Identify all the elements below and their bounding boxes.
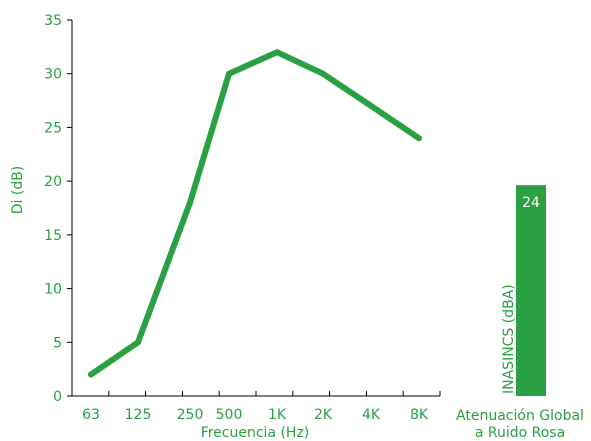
x-tick-label: 2K [314,407,333,423]
x-ticks: 63 125 250 500 1K 2K 4K 8K [82,391,441,423]
y-tick-label: 10 [44,282,62,298]
data-point [368,102,374,109]
y-axis-title: Di (dB) [10,166,26,215]
data-point [320,70,326,77]
x-axis-title: Frecuencia (Hz) [201,425,310,441]
data-point [187,199,193,206]
data-point [416,135,422,142]
y-tick-label: 25 [44,120,62,136]
y-tick-label: 5 [53,335,62,351]
data-point [226,70,232,77]
x-axis: 63 125 250 500 1K 2K 4K 8K Frecuencia (Hz) [72,391,441,441]
bar-category-label-line-2: a Ruido Rosa [475,425,565,441]
y-tick-label: 0 [53,389,62,405]
x-tick-label: 8K [410,407,429,423]
global-attenuation-bar [516,185,546,396]
data-point [88,371,94,378]
bar-series: 24 [516,185,546,396]
bar-series-label: INASINCS (dBA) [501,284,517,394]
data-point [274,49,280,56]
series-line [88,49,422,378]
x-tick-label: 63 [82,407,100,423]
y-ticks: 0 5 10 15 20 25 30 35 [44,13,72,405]
x-tick-label: 4K [362,407,381,423]
y-tick-label: 35 [44,13,62,29]
x-tick-label: 250 [177,407,204,423]
y-tick-label: 15 [44,228,62,244]
y-tick-label: 30 [44,67,62,83]
x-tick-label: 1K [268,407,287,423]
x-tick-label: 125 [125,407,152,423]
line-series [88,49,422,378]
x-tick-label: 500 [216,407,243,423]
y-axis: 0 5 10 15 20 25 30 35 Di (dB) [10,13,73,405]
bar-category-label-line-1: Atenuación Global [456,408,584,424]
y-tick-label: 20 [44,174,62,190]
data-point [135,339,141,346]
bar-value-label: 24 [522,195,540,211]
